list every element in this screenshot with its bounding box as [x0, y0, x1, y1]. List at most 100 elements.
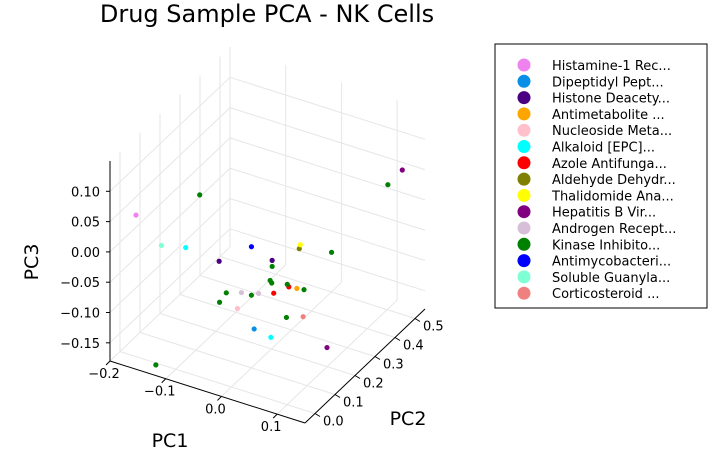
x-tick-mark-0 — [105, 360, 111, 366]
legend-label-1: Dipeptidyl Pept... — [552, 75, 664, 90]
grid-line-z-back-4 — [229, 107, 426, 171]
legend-marker-2 — [517, 91, 531, 105]
legend-label-7: Aldehyde Dehydr... — [552, 173, 676, 188]
data-point-8-0 — [297, 242, 303, 248]
data-point-11-3 — [284, 281, 290, 287]
data-point-11-11 — [301, 287, 307, 293]
legend-label-4: Nucleoside Meta... — [552, 124, 672, 139]
legend-label-10: Androgen Recept... — [552, 222, 676, 237]
legend-marker-5 — [517, 140, 531, 153]
data-point-9-0 — [324, 344, 330, 351]
legend-label-8: Thalidomide Ana... — [551, 189, 674, 204]
legend-marker-14 — [517, 286, 531, 300]
data-point-4-0 — [234, 305, 241, 312]
data-point-9-1 — [399, 167, 405, 173]
grid-line-z-left-4 — [109, 107, 231, 222]
legend-items: Histamine-1 Rec...Dipeptidyl Pept... Hist… — [517, 58, 676, 302]
legend-box — [494, 43, 708, 309]
legend-marker-3 — [517, 107, 531, 121]
legend-marker-11 — [517, 237, 531, 251]
legend-marker-13 — [517, 270, 531, 284]
grid-line-x-floor-1 — [165, 264, 287, 380]
legend-label-11: Kinase Inhibito... — [552, 238, 660, 253]
y-tick-label-4: 0.4 — [403, 339, 424, 354]
data-point-11-5 — [283, 314, 290, 321]
ticks-layer: −0.2 −0.1 0.0 0.1 0.0 0.1 0.2 0.3 0.4 0.5 −0.15 −0.… — [60, 185, 444, 435]
data-point-5-0 — [183, 244, 189, 251]
legend-marker-7 — [517, 172, 531, 186]
data-point-11-9 — [385, 182, 391, 188]
legend-marker-6 — [517, 156, 531, 170]
data-point-3-0 — [294, 285, 300, 291]
grid-line-y-floor-3 — [179, 294, 376, 357]
grid-line-y-floor-2 — [159, 313, 356, 376]
legend-label-9: Hepatitis B Vir... — [552, 206, 656, 221]
grid-line-z-left-5 — [109, 76, 231, 192]
data-point-13-0 — [158, 242, 165, 249]
legend-label-14: Corticosteroid ... — [552, 287, 659, 302]
grid-line-y-floor-5 — [219, 256, 416, 319]
data-point-2-0 — [216, 258, 222, 264]
legend: Histamine-1 Rec...Dipeptidyl Pept... Hist… — [494, 43, 708, 309]
x-axis-title: PC1 — [152, 430, 189, 452]
y-tick-mark-0 — [314, 413, 321, 417]
grid-line-x-floor-0 — [109, 246, 231, 362]
data-point-11-8 — [328, 249, 335, 255]
legend-marker-0 — [517, 58, 531, 72]
x-tick-label-2: 0.0 — [205, 402, 226, 417]
y-tick-mark-5 — [414, 318, 421, 322]
legend-marker-9 — [517, 205, 531, 219]
data-point-11-10 — [153, 362, 159, 368]
grid-line-x-floor-3 — [276, 299, 398, 415]
legend-label-6: Azole Antifunga... — [552, 157, 667, 172]
legend-marker-4 — [517, 123, 531, 137]
data-point-6-0 — [271, 290, 277, 296]
y-tick-label-5: 0.5 — [423, 320, 444, 335]
grid-line-y-floor-0 — [119, 351, 316, 414]
legend-marker-1 — [517, 74, 531, 88]
y-tick-mark-3 — [374, 356, 381, 360]
legend-label-0: Histamine-1 Rec... — [552, 59, 671, 74]
data-point-2-1 — [269, 257, 275, 263]
z-tick-label-2: −0.05 — [60, 276, 100, 291]
z-tick-label-4: 0.05 — [71, 216, 100, 231]
data-point-11-6 — [216, 299, 223, 305]
data-point-11-1 — [223, 290, 229, 296]
y-axis-line — [304, 308, 426, 424]
legend-label-3: Antimetabolite ... — [552, 108, 665, 123]
data-point-12-0 — [248, 244, 255, 250]
grid-layer — [109, 47, 426, 415]
y-tick-label-0: 0.0 — [323, 415, 344, 430]
legend-marker-8 — [517, 188, 531, 202]
data-point-11-2 — [269, 263, 275, 270]
grid-line-z-left-3 — [109, 137, 231, 253]
y-tick-label-2: 0.2 — [363, 377, 384, 392]
x-tick-label-0: −0.2 — [88, 367, 120, 382]
y-tick-mark-1 — [334, 394, 341, 398]
z-tick-label-3: 0.00 — [71, 246, 100, 261]
data-point-11-0 — [197, 192, 203, 198]
chart-title: Drug Sample PCA - NK Cells — [100, 0, 434, 28]
data-point-11-12 — [267, 277, 273, 284]
y-tick-mark-2 — [354, 375, 361, 379]
y-tick-label-3: 0.3 — [383, 358, 404, 373]
x-tick-label-3: 0.1 — [261, 420, 282, 435]
z-axis-title: PC3 — [21, 244, 43, 281]
y-tick-label-1: 0.1 — [343, 396, 364, 411]
z-tick-label-0: −0.15 — [60, 337, 100, 352]
z-tick-label-1: −0.10 — [60, 307, 100, 322]
axes-layer — [109, 161, 426, 424]
y-axis-title: PC2 — [390, 408, 427, 430]
legend-label-2: Histone Deacety... — [552, 92, 670, 107]
grid-line-z-left-2 — [109, 167, 231, 283]
data-point-1-0 — [251, 326, 257, 332]
x-tick-label-1: −0.1 — [144, 385, 176, 400]
x-tick-mark-1 — [161, 378, 167, 384]
grid-line-y-floor-4 — [199, 275, 396, 338]
data-point-7-0 — [296, 246, 302, 252]
data-point-14-0 — [300, 314, 306, 320]
data-point-10-0 — [238, 289, 245, 296]
grid-line-z-left-0 — [109, 228, 231, 344]
x-tick-mark-3 — [272, 413, 278, 419]
